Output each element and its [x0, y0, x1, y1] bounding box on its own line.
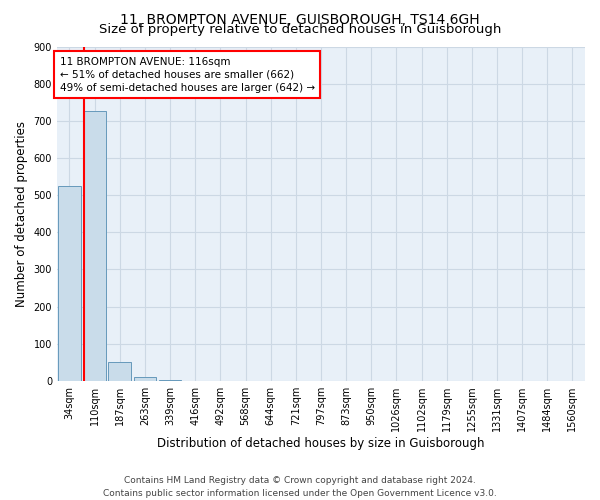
X-axis label: Distribution of detached houses by size in Guisborough: Distribution of detached houses by size … — [157, 437, 485, 450]
Bar — [58, 186, 81, 381]
Text: 11, BROMPTON AVENUE, GUISBOROUGH, TS14 6GH: 11, BROMPTON AVENUE, GUISBOROUGH, TS14 6… — [120, 12, 480, 26]
Bar — [159, 380, 181, 381]
Bar — [83, 111, 106, 381]
Bar — [134, 377, 156, 381]
Text: Contains HM Land Registry data © Crown copyright and database right 2024.
Contai: Contains HM Land Registry data © Crown c… — [103, 476, 497, 498]
Text: Size of property relative to detached houses in Guisborough: Size of property relative to detached ho… — [99, 22, 501, 36]
Y-axis label: Number of detached properties: Number of detached properties — [15, 120, 28, 306]
Text: 11 BROMPTON AVENUE: 116sqm
← 51% of detached houses are smaller (662)
49% of sem: 11 BROMPTON AVENUE: 116sqm ← 51% of deta… — [59, 56, 314, 93]
Bar — [109, 362, 131, 381]
